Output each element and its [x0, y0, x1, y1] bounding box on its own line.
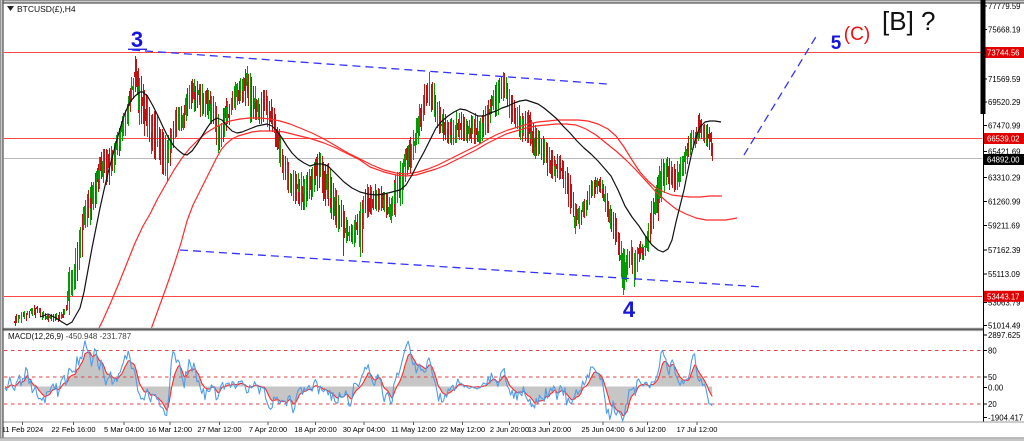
svg-text:MACD(12,26,9) -450.948 -231.78: MACD(12,26,9) -450.948 -231.787 — [8, 332, 132, 341]
svg-text:57162.39: 57162.39 — [988, 246, 1021, 255]
svg-text:75668.19: 75668.19 — [988, 25, 1021, 34]
svg-text:11 May 12:00: 11 May 12:00 — [391, 425, 436, 434]
svg-text:2 Jun 20:00: 2 Jun 20:00 — [490, 425, 529, 434]
svg-text:61260.99: 61260.99 — [988, 197, 1021, 206]
svg-text:77779.59: 77779.59 — [988, 2, 1021, 11]
svg-text:22 May 12:00: 22 May 12:00 — [440, 425, 485, 434]
svg-text:16 Mar 12:00: 16 Mar 12:00 — [148, 425, 192, 434]
svg-text:67470.99: 67470.99 — [988, 121, 1021, 130]
svg-text:25 Jun 04:00: 25 Jun 04:00 — [581, 425, 624, 434]
svg-text:22 Feb 16:00: 22 Feb 16:00 — [51, 425, 95, 434]
svg-text:71569.59: 71569.59 — [988, 75, 1021, 84]
svg-text:-1904.417: -1904.417 — [988, 413, 1023, 422]
svg-text:0.00: 0.00 — [988, 383, 1004, 392]
svg-text:7 Apr 20:00: 7 Apr 20:00 — [249, 425, 287, 434]
svg-text:73744.56: 73744.56 — [987, 49, 1020, 58]
svg-text:50: 50 — [988, 373, 997, 382]
svg-text:65421.69: 65421.69 — [988, 147, 1021, 156]
svg-text:53443.17: 53443.17 — [987, 292, 1020, 301]
svg-text:4: 4 — [623, 297, 636, 322]
svg-text:13 Jun 20:00: 13 Jun 20:00 — [528, 425, 571, 434]
svg-text:59211.69: 59211.69 — [988, 221, 1020, 230]
svg-text:66539.02: 66539.02 — [987, 135, 1020, 144]
svg-text:63310.29: 63310.29 — [988, 173, 1021, 182]
svg-text:20: 20 — [988, 400, 997, 409]
svg-text:80: 80 — [988, 346, 997, 355]
svg-text:[B] ?: [B] ? — [882, 6, 935, 36]
svg-text:30 Apr 04:00: 30 Apr 04:00 — [343, 425, 386, 434]
svg-text:(C): (C) — [844, 24, 870, 45]
svg-text:69520.29: 69520.29 — [988, 98, 1021, 107]
svg-text:11 Feb 2024: 11 Feb 2024 — [2, 425, 44, 434]
svg-text:6 Jul 12:00: 6 Jul 12:00 — [629, 425, 666, 434]
svg-text:18 Apr 20:00: 18 Apr 20:00 — [294, 425, 337, 434]
svg-text:55113.09: 55113.09 — [988, 270, 1020, 279]
svg-text:2897.625: 2897.625 — [988, 331, 1021, 340]
svg-text:5: 5 — [831, 33, 842, 54]
svg-text:BTCUSD(£),H4: BTCUSD(£),H4 — [17, 4, 76, 14]
svg-text:53063.79: 53063.79 — [988, 298, 1021, 307]
svg-text:5 Mar 04:00: 5 Mar 04:00 — [104, 425, 144, 434]
svg-text:51014.49: 51014.49 — [988, 321, 1021, 330]
svg-text:64892.00: 64892.00 — [987, 156, 1020, 165]
svg-text:27 Mar 12:00: 27 Mar 12:00 — [197, 425, 241, 434]
svg-text:17 Jul 12:00: 17 Jul 12:00 — [677, 425, 718, 434]
svg-text:3: 3 — [131, 27, 143, 52]
